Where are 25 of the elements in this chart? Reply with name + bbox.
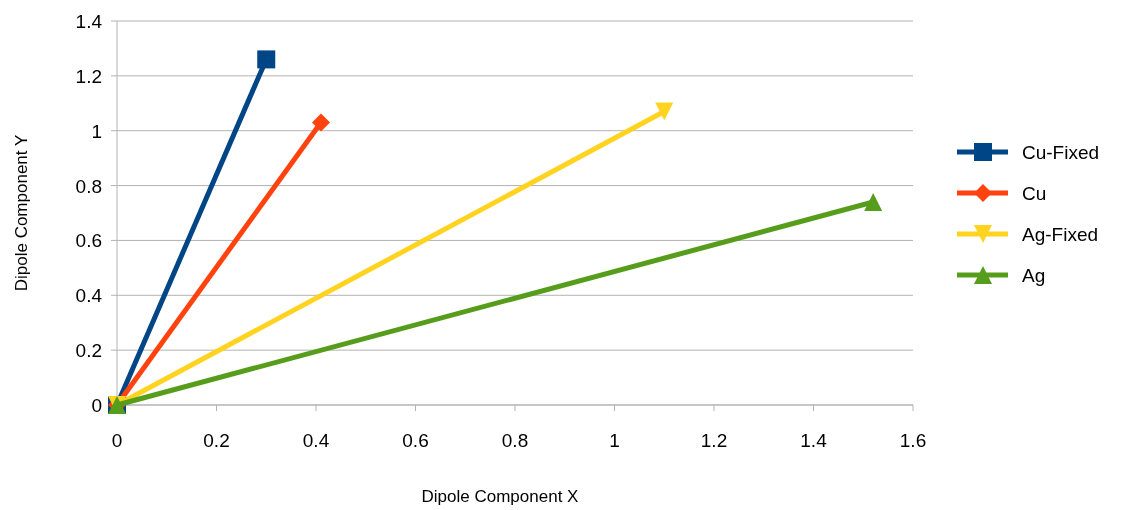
x-axis-title: Dipole Component X — [421, 487, 579, 506]
legend-label: Cu — [1022, 183, 1047, 204]
legend-label: Ag — [1022, 265, 1046, 286]
x-tick-label: 0.2 — [203, 430, 230, 451]
y-tick-label: 0 — [91, 395, 102, 416]
legend-label: Ag-Fixed — [1022, 224, 1099, 245]
x-tick-label: 1 — [609, 430, 620, 451]
legend-label: Cu-Fixed — [1022, 142, 1100, 163]
y-tick-label: 1.4 — [75, 11, 103, 32]
x-tick-label: 1.6 — [899, 430, 927, 451]
y-tick-label: 1 — [91, 120, 102, 142]
y-tick-label: 0.6 — [75, 230, 102, 252]
point — [257, 50, 276, 69]
y-tick-label: 1.2 — [75, 65, 102, 87]
x-tick-label: 0.4 — [302, 430, 330, 451]
x-tick-label: 0.6 — [402, 430, 429, 451]
y-tick-label: 0.2 — [75, 340, 102, 362]
x-tick-label: 0 — [111, 430, 123, 451]
point — [311, 113, 330, 132]
x-tick-label: 1.2 — [700, 430, 728, 451]
y-tick-label: 0.4 — [75, 285, 103, 307]
y-tick-label: 0.8 — [75, 175, 102, 197]
x-tick-label: 1.4 — [800, 430, 828, 451]
x-tick-label: 0.8 — [501, 430, 529, 451]
y-axis-title: Dipole Component Y — [12, 134, 31, 292]
